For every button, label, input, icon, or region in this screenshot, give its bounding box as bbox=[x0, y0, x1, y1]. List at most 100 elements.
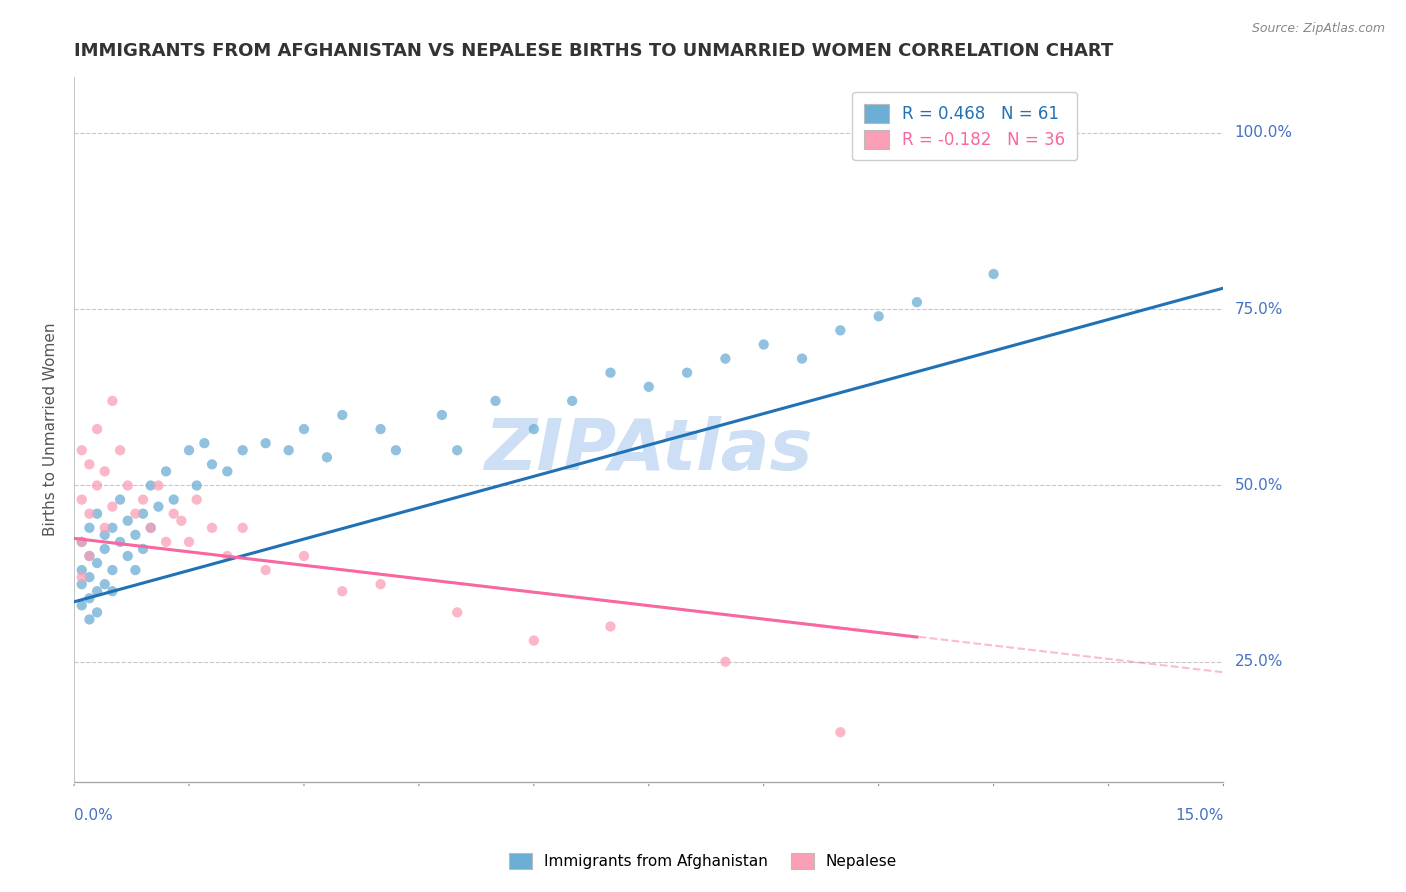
Point bbox=[124, 563, 146, 577]
Point bbox=[139, 521, 162, 535]
Point bbox=[70, 443, 93, 458]
Point bbox=[108, 535, 131, 549]
Point bbox=[70, 577, 93, 591]
Point bbox=[446, 606, 468, 620]
Point bbox=[108, 492, 131, 507]
Point bbox=[523, 633, 546, 648]
Text: 15.0%: 15.0% bbox=[1175, 808, 1223, 823]
Point bbox=[752, 337, 775, 351]
Point bbox=[139, 521, 162, 535]
Point bbox=[86, 606, 108, 620]
Point bbox=[93, 528, 115, 542]
Point bbox=[201, 521, 224, 535]
Point bbox=[830, 323, 852, 337]
Point bbox=[170, 514, 193, 528]
Point bbox=[830, 725, 852, 739]
Point bbox=[370, 577, 392, 591]
Point bbox=[86, 478, 108, 492]
Point bbox=[93, 521, 115, 535]
Point bbox=[93, 464, 115, 478]
Point bbox=[177, 443, 200, 458]
Text: 75.0%: 75.0% bbox=[1234, 301, 1282, 317]
Point bbox=[217, 549, 239, 563]
Point bbox=[101, 393, 124, 408]
Point bbox=[101, 563, 124, 577]
Point bbox=[599, 366, 621, 380]
Point bbox=[70, 535, 93, 549]
Point bbox=[599, 619, 621, 633]
Point bbox=[330, 408, 353, 422]
Point bbox=[217, 464, 239, 478]
Point bbox=[117, 514, 139, 528]
Text: 50.0%: 50.0% bbox=[1234, 478, 1282, 493]
Point bbox=[79, 570, 101, 584]
Point bbox=[86, 584, 108, 599]
Text: 25.0%: 25.0% bbox=[1234, 654, 1282, 669]
Point bbox=[101, 500, 124, 514]
Point bbox=[163, 507, 186, 521]
Point bbox=[79, 549, 101, 563]
Point bbox=[484, 393, 506, 408]
Point bbox=[70, 563, 93, 577]
Point bbox=[86, 507, 108, 521]
Y-axis label: Births to Unmarried Women: Births to Unmarried Women bbox=[44, 322, 58, 536]
Point bbox=[370, 422, 392, 436]
Point bbox=[254, 563, 277, 577]
Text: 100.0%: 100.0% bbox=[1234, 126, 1292, 141]
Point bbox=[124, 528, 146, 542]
Point bbox=[70, 599, 93, 613]
Point bbox=[1059, 140, 1081, 154]
Point bbox=[561, 393, 583, 408]
Point bbox=[316, 450, 339, 465]
Point bbox=[155, 464, 177, 478]
Point bbox=[93, 577, 115, 591]
Point bbox=[70, 570, 93, 584]
Point bbox=[86, 422, 108, 436]
Point bbox=[177, 535, 200, 549]
Point bbox=[132, 541, 155, 556]
Point bbox=[714, 655, 737, 669]
Point bbox=[446, 443, 468, 458]
Point bbox=[79, 521, 101, 535]
Point bbox=[139, 478, 162, 492]
Point bbox=[430, 408, 453, 422]
Legend: R = 0.468   N = 61, R = -0.182   N = 36: R = 0.468 N = 61, R = -0.182 N = 36 bbox=[852, 92, 1077, 161]
Point bbox=[523, 422, 546, 436]
Point bbox=[79, 507, 101, 521]
Point bbox=[277, 443, 299, 458]
Point bbox=[232, 521, 254, 535]
Point bbox=[790, 351, 813, 366]
Point bbox=[330, 584, 353, 599]
Point bbox=[79, 591, 101, 606]
Point bbox=[148, 500, 170, 514]
Point bbox=[124, 507, 146, 521]
Point bbox=[983, 267, 1005, 281]
Point bbox=[148, 478, 170, 492]
Text: ZIPAtlas: ZIPAtlas bbox=[485, 416, 813, 484]
Point bbox=[132, 492, 155, 507]
Point bbox=[79, 549, 101, 563]
Point bbox=[108, 443, 131, 458]
Point bbox=[86, 556, 108, 570]
Legend: Immigrants from Afghanistan, Nepalese: Immigrants from Afghanistan, Nepalese bbox=[503, 847, 903, 875]
Point bbox=[292, 422, 315, 436]
Point bbox=[385, 443, 408, 458]
Point bbox=[292, 549, 315, 563]
Point bbox=[868, 310, 890, 324]
Point bbox=[79, 612, 101, 626]
Point bbox=[232, 443, 254, 458]
Point bbox=[70, 492, 93, 507]
Text: 0.0%: 0.0% bbox=[75, 808, 112, 823]
Point bbox=[101, 584, 124, 599]
Point bbox=[79, 458, 101, 472]
Point bbox=[155, 535, 177, 549]
Point bbox=[676, 366, 699, 380]
Point bbox=[905, 295, 928, 310]
Point bbox=[714, 351, 737, 366]
Point bbox=[254, 436, 277, 450]
Point bbox=[186, 492, 208, 507]
Point bbox=[637, 380, 659, 394]
Point bbox=[117, 478, 139, 492]
Point bbox=[70, 535, 93, 549]
Text: Source: ZipAtlas.com: Source: ZipAtlas.com bbox=[1251, 22, 1385, 36]
